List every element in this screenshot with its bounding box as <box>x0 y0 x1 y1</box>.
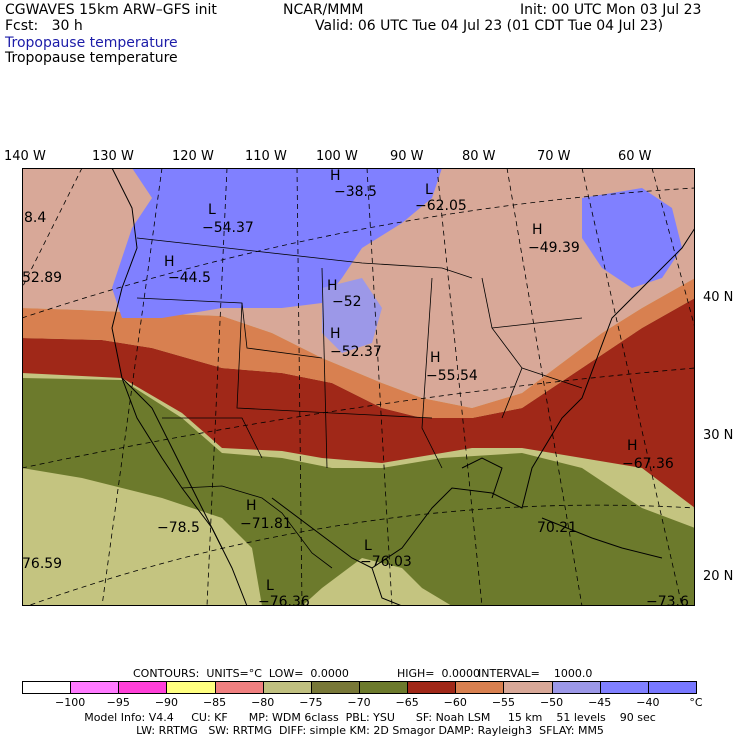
high-marker-7: H <box>627 438 638 454</box>
lon-label-60w: 60 W <box>618 149 652 164</box>
colorbar-swatch <box>455 681 505 694</box>
colorbar-swatch <box>599 681 649 694</box>
high-marker-2: H <box>330 168 341 184</box>
high-value-4: −52 <box>332 294 362 310</box>
colorbar-swatch <box>166 681 216 694</box>
contours-high-label: HIGH= 0.0000 <box>397 667 481 680</box>
colorbar-tick-label: −65 <box>395 696 419 709</box>
lat-label-40n: 40 N <box>703 290 734 305</box>
map-annotations: 8.4 52.89 L −54.37 H −44.5 H −38.5 L −62… <box>22 168 689 606</box>
high-marker-3: H <box>532 222 543 238</box>
high-value-5: −52.37 <box>330 344 382 360</box>
colorbar-tick-label: −95 <box>106 696 130 709</box>
colorbar-tick-label: −40 <box>636 696 660 709</box>
lon-label-110w: 110 W <box>245 149 287 164</box>
map-frame <box>22 168 695 606</box>
colorbar-tick-label: −90 <box>154 696 179 709</box>
model-info-line1: Model Info: V4.4 CU: KF MP: WDM 6class P… <box>84 711 656 724</box>
low-value-1: −54.37 <box>202 220 254 236</box>
field-title-colored: Tropopause temperature <box>5 35 178 51</box>
valid-time: Valid: 06 UTC Tue 04 Jul 23 (01 CDT Tue … <box>315 18 664 34</box>
band-dark-red <box>22 298 695 508</box>
colorbar-swatch <box>70 681 120 694</box>
contours-units-label: CONTOURS: UNITS=°C LOW= 0.0000 <box>133 667 349 680</box>
lon-label-130w: 130 W <box>92 149 134 164</box>
high-marker-8: H <box>246 498 257 514</box>
colorbar-swatch <box>214 681 264 694</box>
graticule <box>22 168 695 606</box>
map-value-baja: −78.5 <box>157 520 200 536</box>
band-blue-west <box>112 168 442 318</box>
model-title: CGWAVES 15km ARW–GFS init <box>5 2 217 18</box>
colorbar-tick-label: −80 <box>251 696 275 709</box>
band-lavender <box>322 278 382 353</box>
colorbar-tick-label: −85 <box>202 696 227 709</box>
high-value-8: −71.81 <box>240 516 292 532</box>
high-marker-6: H <box>430 350 441 366</box>
colorbar-swatch <box>262 681 312 694</box>
colorbar-tick-label: −100 <box>55 696 86 709</box>
colorbar <box>22 681 697 694</box>
lon-label-120w: 120 W <box>172 149 214 164</box>
organization-label: NCAR/MMM <box>283 2 364 18</box>
colorbar-swatch <box>407 681 457 694</box>
colorbar-swatch <box>359 681 409 694</box>
low-marker-3: L <box>364 538 372 554</box>
lon-label-140w: 140 W <box>4 149 46 164</box>
low-value-4: −76.36 <box>258 594 310 606</box>
high-value-1: −44.5 <box>168 270 211 286</box>
map-value-west-top: 8.4 <box>24 210 46 226</box>
lon-label-90w: 90 W <box>390 149 424 164</box>
colorbar-tick-label: −50 <box>539 696 564 709</box>
high-marker-1: H <box>164 254 175 270</box>
borders <box>136 237 583 569</box>
forecast-hour: Fcst: 30 h <box>5 18 83 34</box>
low-marker-2: L <box>425 182 433 198</box>
colorbar-tick-label: °C <box>689 696 703 709</box>
tropopause-temperature-map: 8.4 52.89 L −54.37 H −44.5 H −38.5 L −62… <box>22 168 695 606</box>
contours-interval-label: INTERVAL= 1000.0 <box>478 667 593 680</box>
colorbar-swatch <box>647 681 697 694</box>
map-value-caribbean: 70.21 <box>537 520 577 536</box>
high-value-2: −38.5 <box>334 184 377 200</box>
low-marker-1: L <box>208 202 216 218</box>
colorbar-tick-label: −55 <box>491 696 516 709</box>
lon-label-100w: 100 W <box>316 149 358 164</box>
low-marker-4: L <box>266 578 274 594</box>
high-value-6: −55.54 <box>426 368 478 384</box>
map-value-southeast: −73.6 <box>646 594 689 606</box>
init-time: Init: 00 UTC Mon 03 Jul 23 <box>520 2 702 18</box>
field-title: Tropopause temperature <box>5 50 178 66</box>
low-value-2: −62.05 <box>415 198 467 214</box>
map-value-west-mid: 52.89 <box>22 270 62 286</box>
colorbar-swatch <box>22 681 72 694</box>
colorbar-tick-label: −45 <box>588 696 612 709</box>
colorbar-tick-label: −75 <box>299 696 323 709</box>
map-value-southwest: 76.59 <box>22 556 62 572</box>
lon-label-70w: 70 W <box>537 149 571 164</box>
lat-label-30n: 30 N <box>703 428 734 443</box>
lon-label-80w: 80 W <box>462 149 496 164</box>
high-marker-5: H <box>330 326 341 342</box>
model-info-line2: LW: RRTMG SW: RRTMG DIFF: simple KM: 2D … <box>136 724 604 737</box>
colorbar-tick-label: −60 <box>443 696 467 709</box>
colorbar-swatch <box>118 681 168 694</box>
band-orange <box>22 278 695 418</box>
band-blue-east <box>582 188 682 288</box>
high-value-3: −49.39 <box>528 240 580 256</box>
low-value-3: −76.03 <box>360 554 412 570</box>
high-marker-4: H <box>327 278 338 294</box>
colorbar-swatch <box>551 681 601 694</box>
colorbar-swatch <box>503 681 553 694</box>
colorbar-swatch <box>310 681 360 694</box>
lat-label-20n: 20 N <box>703 569 734 584</box>
colorbar-tick-label: −70 <box>347 696 371 709</box>
coastlines <box>111 168 695 606</box>
high-value-7: −67.36 <box>622 456 674 472</box>
